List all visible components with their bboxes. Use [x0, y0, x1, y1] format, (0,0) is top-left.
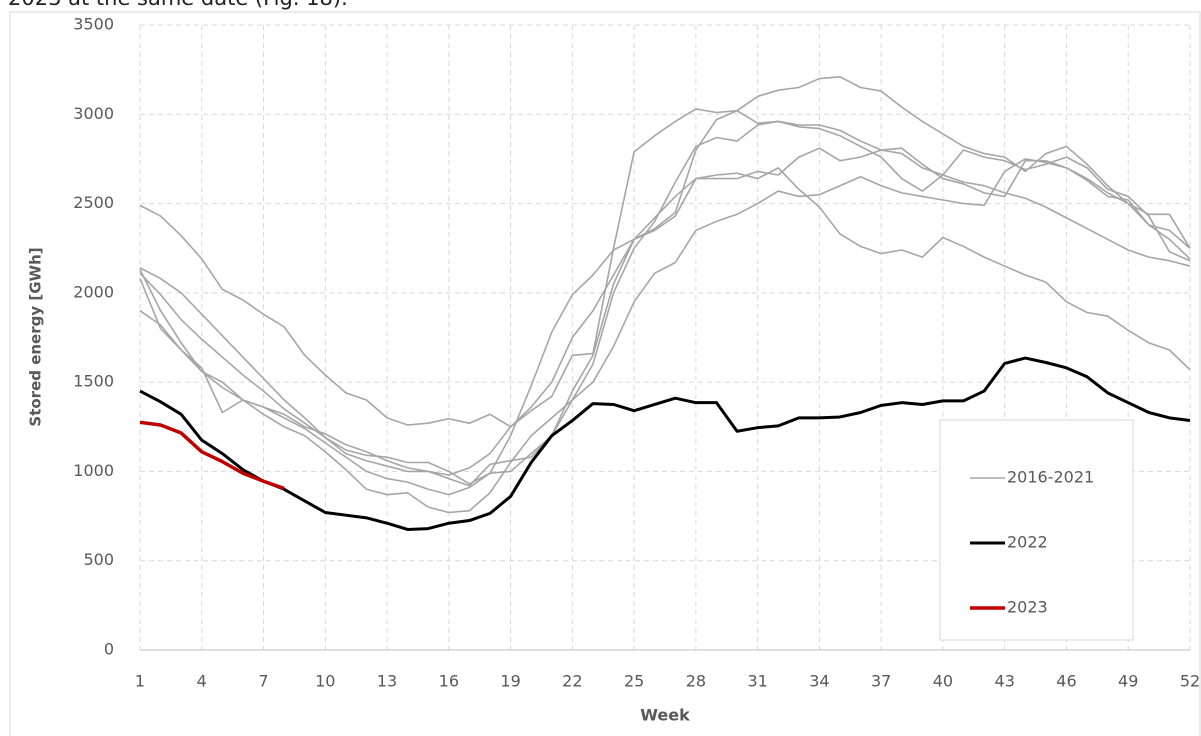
x-tick-label: 49 [1118, 672, 1138, 691]
x-tick-label: 37 [871, 672, 891, 691]
y-axis-label: Stored energy [GWh] [27, 247, 45, 426]
x-tick-label: 40 [933, 672, 953, 691]
legend-label: 2022 [1007, 533, 1048, 552]
legend-box [939, 419, 1134, 641]
x-tick-label: 25 [624, 672, 644, 691]
x-tick-label: 4 [197, 672, 207, 691]
x-tick-label: 31 [747, 672, 767, 691]
x-tick-label: 19 [500, 672, 520, 691]
x-tick-label: 7 [258, 672, 268, 691]
series-line [139, 75, 1191, 428]
x-tick-label: 13 [377, 672, 397, 691]
series-line [139, 167, 1191, 496]
series-line [139, 356, 1191, 531]
series-line [139, 147, 1191, 487]
y-tick-label: 3500 [73, 15, 114, 34]
x-tick-label: 22 [562, 672, 582, 691]
y-tick-label: 500 [83, 550, 114, 569]
x-tick-label: 46 [1056, 672, 1076, 691]
x-tick-label: 10 [315, 672, 335, 691]
x-tick-label: 52 [1180, 672, 1200, 691]
x-tick-label: 28 [686, 672, 706, 691]
series-line [139, 158, 1191, 514]
context-text: 2023 at the same date (Fig. 18). [8, 0, 348, 10]
x-tick-label: 1 [135, 672, 145, 691]
x-tick-label: 34 [809, 672, 829, 691]
legend-label: 2016-2021 [1007, 468, 1094, 487]
y-tick-label: 3000 [73, 104, 114, 123]
y-tick-label: 2000 [73, 282, 114, 301]
x-axis-label: Week [640, 706, 690, 725]
series-line [139, 420, 285, 491]
y-tick-label: 2500 [73, 193, 114, 212]
x-tick-label: 16 [439, 672, 459, 691]
y-tick-label: 1000 [73, 461, 114, 480]
x-tick-label: 43 [995, 672, 1015, 691]
y-tick-label: 1500 [73, 372, 114, 391]
chart-border [9, 11, 1201, 736]
y-tick-label: 0 [104, 640, 114, 659]
legend-label: 2023 [1007, 598, 1048, 617]
